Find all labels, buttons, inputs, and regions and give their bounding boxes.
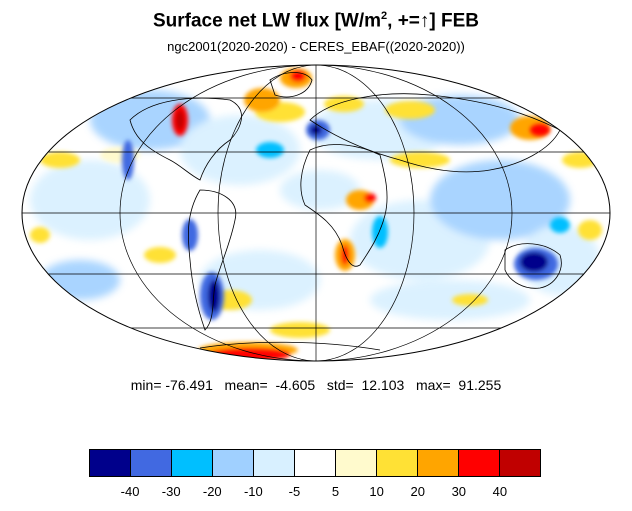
colorbar-tick-label: 40	[492, 484, 508, 499]
colorbar-swatch	[254, 450, 295, 476]
colorbar-swatch	[90, 450, 131, 476]
up-arrow-icon: ↑	[419, 10, 430, 32]
colorbar-swatch	[418, 450, 459, 476]
colorbar-swatch	[459, 450, 500, 476]
colorbar-tick-label: -20	[202, 484, 222, 499]
colorbar-tick-label: 30	[451, 484, 467, 499]
colorbar-tick-label: -5	[288, 484, 301, 499]
colorbar	[89, 449, 541, 477]
colorbar-tick-label: -40	[120, 484, 140, 499]
colorbar-tick-label: -30	[161, 484, 181, 499]
colorbar-swatch	[336, 450, 377, 476]
colorbar-tick-label: 20	[410, 484, 425, 499]
colorbar-swatch	[295, 450, 336, 476]
colorbar-labels: -40 -30 -20 -10 -5 5 10 20 30 40	[89, 484, 541, 502]
colorbar-swatch	[172, 450, 213, 476]
colorbar-swatch	[377, 450, 418, 476]
colorbar-tick-label: 5	[331, 484, 340, 499]
chart-title: Surface net LW flux [W/m2, +=↑] FEB	[152, 10, 479, 32]
chart-subtitle: ngc2001(2020-2020) - CERES_EBAF((2020-20…	[167, 39, 465, 54]
colorbar-swatch	[131, 450, 172, 476]
map-outline	[21, 64, 611, 362]
colorbar-swatch	[213, 450, 254, 476]
colorbar-tick-label: 10	[369, 484, 384, 499]
map-field	[22, 65, 610, 361]
statistics-line: min= -76.491 mean= -4.605 std= 12.103 ma…	[130, 377, 502, 393]
colorbar-swatch	[500, 450, 540, 476]
colorbar-tick-label: -10	[243, 484, 263, 499]
graticule	[22, 65, 610, 361]
